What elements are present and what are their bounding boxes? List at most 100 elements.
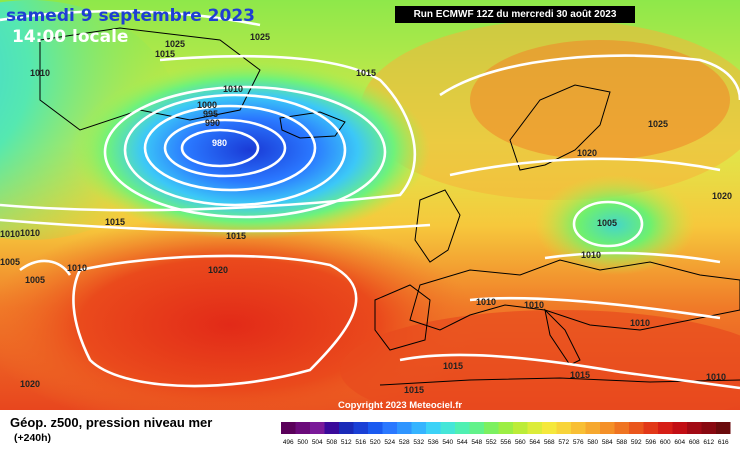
isobar-label: 1020 xyxy=(577,148,597,158)
isobar-1010-central xyxy=(544,251,721,264)
isobar-label: 1010 xyxy=(223,84,243,94)
color-scale-swatch xyxy=(672,422,687,434)
color-scale-label: 580 xyxy=(587,439,598,446)
isobar-label: 1015 xyxy=(404,385,424,395)
isobar-label: 1000 xyxy=(197,100,217,110)
isobar-1020-scand xyxy=(449,157,721,177)
color-scale-swatch xyxy=(411,422,426,434)
color-scale-swatch xyxy=(629,422,644,434)
isobar-1025-arctic xyxy=(0,9,261,27)
color-scale-label: 548 xyxy=(471,439,482,446)
isobar-1000 xyxy=(103,85,387,219)
color-scale-swatch xyxy=(368,422,383,434)
geopotential-map: 1025 1025 1015 1010 1010 1015 1000 995 9… xyxy=(0,0,740,410)
isobar-label: 1010 xyxy=(67,263,87,273)
color-scale-swatch xyxy=(469,422,484,434)
color-scale-label: 612 xyxy=(703,439,714,446)
color-scale-swatch xyxy=(455,422,470,434)
color-scale-swatch xyxy=(614,422,629,434)
isobar-1015-mid xyxy=(0,218,431,233)
copyright-text: Copyright 2023 Meteociel.fr xyxy=(338,400,463,410)
isobars xyxy=(0,9,740,390)
run-banner: Run ECMWF 12Z du mercredi 30 août 2023 xyxy=(395,6,635,23)
color-scale: 496 500 504 508 512 516 520 524 528 532 536 540 544 5… xyxy=(281,422,731,446)
color-scale-label: 520 xyxy=(370,439,381,446)
color-scale-label: 524 xyxy=(384,439,395,446)
color-scale-label: 500 xyxy=(297,439,308,446)
color-scale-swatch xyxy=(571,422,586,434)
color-scale-swatch xyxy=(281,422,296,434)
isobar-label: 1015 xyxy=(443,361,463,371)
isobar-990 xyxy=(143,104,317,192)
color-scale-swatch xyxy=(542,422,557,434)
color-scale-label: 508 xyxy=(326,439,337,446)
color-scale-swatch xyxy=(440,422,455,434)
legend-panel: Géop. z500, pression niveau mer (+240h) … xyxy=(0,410,740,450)
isobar-label: 1010 xyxy=(0,229,20,239)
isobar-label: 1015 xyxy=(226,231,246,241)
color-scale-label: 604 xyxy=(674,439,685,446)
isobar-label: 1010 xyxy=(20,228,40,238)
isobar-label: 1010 xyxy=(476,297,496,307)
color-scale-label: 584 xyxy=(602,439,613,446)
isobar-label: 1025 xyxy=(250,32,270,42)
color-scale-label: 552 xyxy=(486,439,497,446)
color-scale-swatch xyxy=(339,422,354,434)
color-scale-label: 528 xyxy=(399,439,410,446)
isobar-label: 980 xyxy=(212,138,227,148)
isobar-985 xyxy=(163,118,287,178)
legend-subtitle: (+240h) xyxy=(14,432,52,444)
isobar-980 xyxy=(180,128,260,168)
color-scale-swatch xyxy=(556,422,571,434)
british-isles-coast xyxy=(414,189,461,263)
greenland-coast xyxy=(39,27,261,131)
isobar-1005-poland xyxy=(572,200,644,248)
color-scale-label: 616 xyxy=(718,439,729,446)
color-scale-label: 596 xyxy=(645,439,656,446)
color-scale-swatch xyxy=(353,422,368,434)
color-scale-swatch xyxy=(295,422,310,434)
color-scale-label: 576 xyxy=(573,439,584,446)
isobar-label: 1005 xyxy=(597,218,617,228)
isobar-label: 995 xyxy=(203,109,218,119)
color-scale-label: 516 xyxy=(355,439,366,446)
color-scale-label: 496 xyxy=(283,439,294,446)
isobar-1020-azores xyxy=(72,254,358,388)
europe-coast xyxy=(409,259,740,331)
color-scale-label: 540 xyxy=(442,439,453,446)
isobar-label: 990 xyxy=(205,118,220,128)
color-scale-swatch xyxy=(658,422,673,434)
color-scale-label: 556 xyxy=(500,439,511,446)
italy-coast xyxy=(544,308,581,366)
color-scale-label: 564 xyxy=(529,439,540,446)
color-scale-swatch xyxy=(513,422,528,434)
color-scale-swatch xyxy=(527,422,542,434)
color-scale-label: 560 xyxy=(515,439,526,446)
iberia-coast xyxy=(374,284,431,351)
color-scale-swatch xyxy=(382,422,397,434)
color-scale-swatch xyxy=(687,422,702,434)
isobar-label: 1015 xyxy=(155,49,175,59)
color-scale-label: 592 xyxy=(631,439,642,446)
forecast-map: 1025 1025 1015 1010 1010 1015 1000 995 9… xyxy=(0,0,740,410)
isobar-1010-west xyxy=(19,259,72,276)
color-scale-label: 608 xyxy=(689,439,700,446)
scandinavia-coast xyxy=(509,84,611,171)
color-scale-swatch xyxy=(397,422,412,434)
isobar-1010-south xyxy=(469,296,721,320)
isobar-1015-med xyxy=(399,353,740,390)
isobar-label: 1010 xyxy=(630,318,650,328)
color-scale-swatch xyxy=(310,422,325,434)
color-scale-label: 588 xyxy=(616,439,627,446)
color-scale-label: 512 xyxy=(341,439,352,446)
poland-low xyxy=(535,175,695,275)
color-scale-swatch xyxy=(426,422,441,434)
color-scale-label: 544 xyxy=(457,439,468,446)
isobar-label: 1025 xyxy=(165,39,185,49)
color-scale-label: 572 xyxy=(558,439,569,446)
isobar-label: 1010 xyxy=(706,372,726,382)
isobar-label: 1015 xyxy=(105,217,125,227)
isobar-label: 1020 xyxy=(208,265,228,275)
isobar-label: 1015 xyxy=(356,68,376,78)
color-scale-swatch xyxy=(716,422,731,434)
